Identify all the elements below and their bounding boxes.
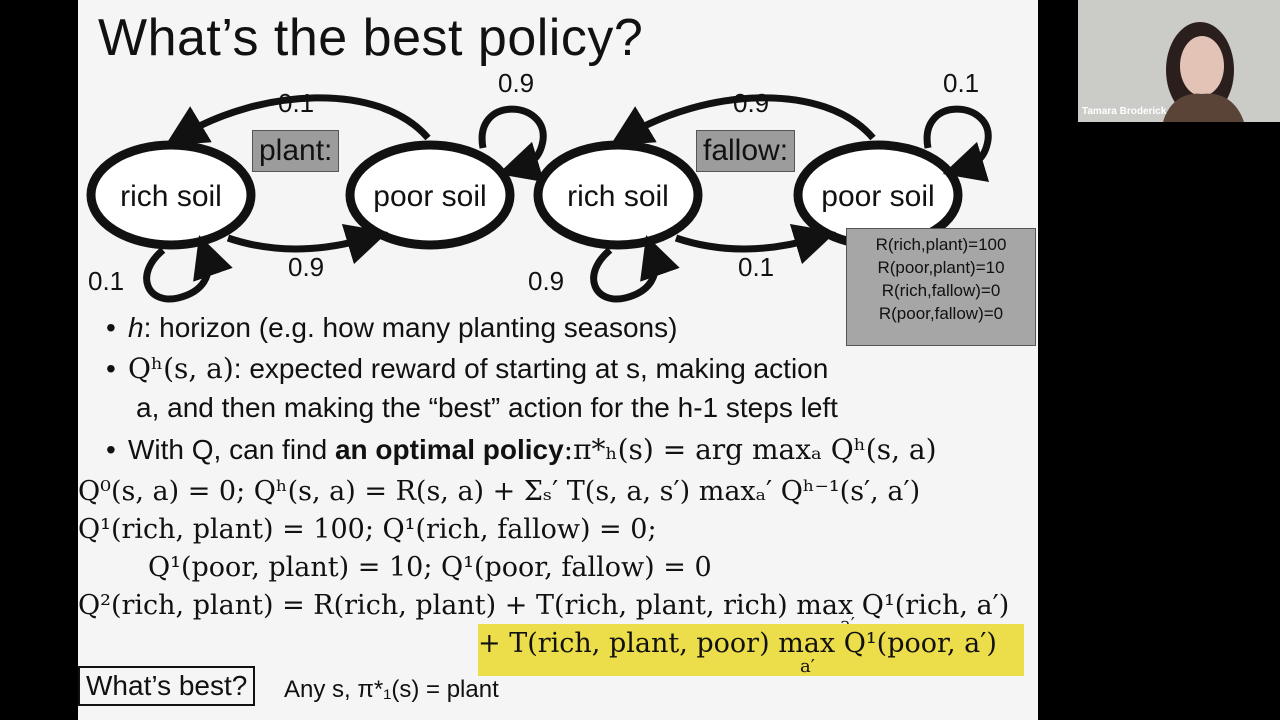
bullet-text: : expected reward of starting at s, maki… bbox=[234, 353, 829, 384]
rewards-table: R(rich,plant)=100 R(poor,plant)=10 R(ric… bbox=[846, 228, 1036, 346]
rich-soil-label: rich soil bbox=[120, 180, 222, 213]
prob-poor-to-rich: 0.1 bbox=[278, 88, 314, 118]
participant-name: Tamara Broderick bbox=[1082, 106, 1166, 117]
policy-math: :π*ₕ(s) = arg maxₐ Qʰ(s, a) bbox=[564, 433, 937, 466]
question-box: What’s best? bbox=[78, 666, 255, 706]
equation-q2-sub2: a′ bbox=[800, 656, 815, 677]
equation-q1-poor: Q¹(poor, plant) = 10; Q¹(poor, fallow) =… bbox=[148, 552, 712, 583]
poor-soil-label: poor soil bbox=[821, 180, 934, 213]
bullet-q-definition-line2: a, and then making the “best” action for… bbox=[136, 392, 838, 424]
participant-avatar bbox=[1078, 0, 1280, 122]
prob-rich-to-poor: 0.1 bbox=[738, 252, 774, 282]
slide-title: What’s the best policy? bbox=[98, 8, 643, 68]
prob-poor-self: 0.1 bbox=[943, 68, 979, 98]
plant-action-label: plant: bbox=[252, 130, 339, 172]
prob-rich-self: 0.1 bbox=[88, 266, 124, 296]
bullet-horizon: • h: horizon (e.g. how many planting seas… bbox=[106, 312, 677, 344]
bullet-dot: • bbox=[106, 312, 128, 344]
equation-recursion: Q⁰(s, a) = 0; Qʰ(s, a) = R(s, a) + Σₛ′ T… bbox=[78, 476, 920, 507]
arrow-rich-to-poor bbox=[676, 238, 816, 249]
prob-poor-to-rich: 0.9 bbox=[733, 88, 769, 118]
poor-soil-label: poor soil bbox=[373, 180, 486, 213]
arrow-rich-to-poor bbox=[228, 238, 368, 249]
loop-rich bbox=[147, 250, 209, 299]
bullet-text: : horizon (e.g. how many planting season… bbox=[144, 312, 678, 343]
loop-rich bbox=[594, 250, 656, 299]
bullet-optimal-policy: • With Q, can find an optimal policy:π*ₕ(… bbox=[106, 433, 937, 466]
slide: What’s the best policy? rich soil poor s… bbox=[78, 0, 1038, 720]
participant-video[interactable]: Tamara Broderick bbox=[1078, 0, 1280, 122]
reward-row: R(poor,plant)=10 bbox=[847, 256, 1035, 279]
equation-q2-line1: Q²(rich, plant) = R(rich, plant) + T(ric… bbox=[78, 590, 1009, 621]
var-h: h bbox=[128, 312, 144, 343]
plant-diagram: rich soil poor soil 0.1 0.9 0.9 0.1 bbox=[78, 60, 548, 310]
q-math: Qʰ(s, a) bbox=[128, 352, 234, 385]
bullet-text: With Q, can find bbox=[128, 434, 335, 465]
reward-row: R(rich,plant)=100 bbox=[847, 233, 1035, 256]
prob-rich-self: 0.9 bbox=[528, 266, 564, 296]
prob-rich-to-poor: 0.9 bbox=[288, 252, 324, 282]
equation-q2-line2: + T(rich, plant, poor) max Q¹(poor, a′) bbox=[478, 628, 997, 659]
equation-q1-rich: Q¹(rich, plant) = 100; Q¹(rich, fallow) … bbox=[78, 514, 657, 545]
answer-text: Any s, π*₁(s) = plant bbox=[284, 676, 499, 704]
bullet-dot: • bbox=[106, 353, 128, 385]
bold-text: an optimal policy bbox=[335, 434, 564, 465]
bullet-dot: • bbox=[106, 434, 128, 466]
rich-soil-label: rich soil bbox=[567, 180, 669, 213]
reward-row: R(poor,fallow)=0 bbox=[847, 302, 1035, 325]
bullet-q-definition: • Qʰ(s, a): expected reward of starting a… bbox=[106, 352, 828, 385]
reward-row: R(rich,fallow)=0 bbox=[847, 279, 1035, 302]
fallow-action-label: fallow: bbox=[696, 130, 795, 172]
